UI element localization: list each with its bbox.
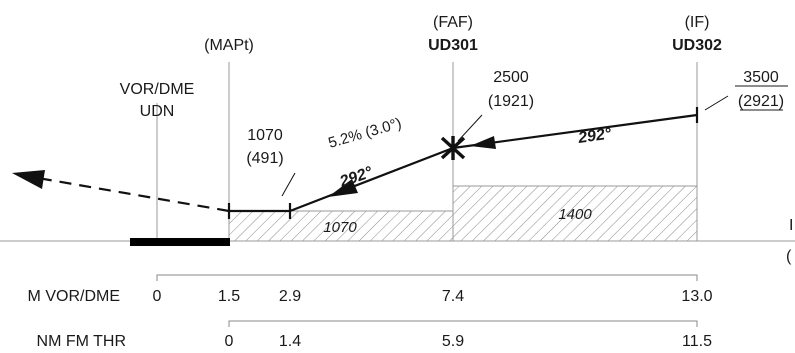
thr-tick-3: 11.5	[682, 333, 712, 350]
intermediate-direction-arrowhead	[470, 136, 496, 149]
intermediate-track-label: 292°	[576, 125, 613, 147]
if-altitude-leader	[704, 95, 729, 111]
if-altitude: 3500	[743, 69, 779, 86]
runway	[130, 238, 230, 246]
vor-dme-tick-0: 0	[153, 288, 162, 305]
thr-scale-line	[228, 320, 698, 327]
final-gradient-label: 5.2% (3.0°)	[326, 115, 403, 152]
faf-height: (1921)	[488, 93, 534, 110]
thr-tick-2: 5.9	[442, 333, 464, 350]
vor-dme-tick-3: 7.4	[442, 288, 464, 305]
oca-box-final	[228, 210, 454, 242]
mapt-height: (491)	[246, 150, 283, 167]
faf-altitude-leader	[457, 114, 483, 142]
vor-dme-tick-1: 1.5	[218, 288, 240, 305]
vor-dme-scale-label: M VOR/DME	[28, 288, 120, 305]
faf-role-label: (FAF)	[433, 14, 473, 31]
thr-tick-0: 0	[225, 333, 234, 350]
vor-dme-tick-2: 2.9	[279, 288, 301, 305]
right-edge-paren: (	[786, 248, 792, 265]
missed-approach-arrowhead	[12, 170, 45, 189]
navaid-type-label: VOR/DME	[120, 81, 195, 98]
vor-dme-scale-line	[156, 274, 698, 281]
oca-final-label: 1070	[323, 219, 357, 236]
if-role-label: (IF)	[685, 14, 710, 31]
missed-approach-path	[37, 176, 230, 213]
final-track-label: 292°	[337, 164, 375, 191]
mapt-role-label: (MAPt)	[204, 37, 254, 54]
mapt-altitude-leader	[281, 172, 296, 197]
faf-name-label: UD301	[428, 37, 478, 54]
right-edge-label: I	[789, 217, 793, 234]
navaid-ident-label: UDN	[140, 103, 175, 120]
if-height: (2921)	[738, 93, 784, 110]
vor-dme-tick-4: 13.0	[681, 288, 712, 305]
final-descent-path	[289, 146, 454, 213]
if-name-label: UD302	[672, 37, 722, 54]
thr-scale-label: NM FM THR	[37, 333, 126, 350]
mapt-altitude: 1070	[247, 127, 283, 144]
oca-intermediate-label: 1400	[558, 206, 592, 223]
faf-altitude: 2500	[493, 69, 529, 86]
thr-tick-1: 1.4	[279, 333, 301, 350]
final-direction-arrowhead	[328, 179, 358, 197]
faf-cross-marker	[440, 136, 466, 160]
